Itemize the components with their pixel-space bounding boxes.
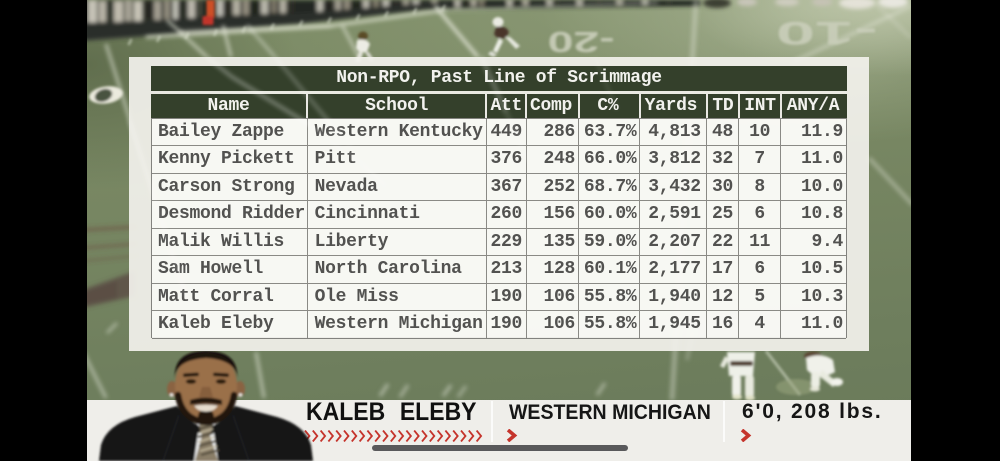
svg-text:-10: -10 [776, 15, 878, 51]
svg-text:-20: -20 [548, 25, 615, 57]
